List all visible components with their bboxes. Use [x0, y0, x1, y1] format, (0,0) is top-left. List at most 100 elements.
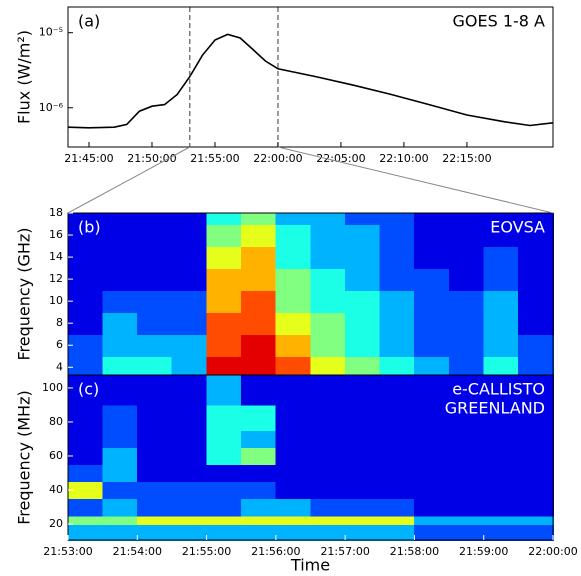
- heatmap-cell: [206, 333, 242, 358]
- heatmap-cell: [344, 404, 381, 432]
- heatmap-cell: [310, 374, 346, 406]
- heatmap-cell: [310, 267, 346, 291]
- heatmap-cell: [171, 374, 208, 406]
- heatmap-cell: [67, 311, 104, 335]
- heatmap-cell: [414, 374, 450, 406]
- heatmap-cell: [310, 311, 346, 335]
- x-tick-label: 21:55:00: [190, 152, 239, 165]
- heatmap-cell: [206, 498, 242, 517]
- heatmap-cell: [379, 498, 416, 517]
- heatmap-cell: [206, 223, 242, 247]
- heatmap-cell: [102, 356, 139, 376]
- heatmap-cell: [310, 356, 346, 376]
- heatmap-cell: [171, 481, 208, 500]
- heatmap-cell: [275, 333, 312, 358]
- heatmap-cell: [448, 333, 485, 358]
- x-tick-label: 21:53:00: [43, 545, 92, 558]
- heatmap-cell: [102, 464, 139, 483]
- heatmap-cell: [137, 481, 173, 500]
- y-tick-label: 12: [49, 272, 63, 285]
- heatmap-cell: [448, 498, 485, 517]
- heatmap-cell: [102, 311, 139, 335]
- heatmap-cell: [448, 481, 485, 500]
- heatmap-cell: [448, 464, 485, 483]
- heatmap-cell: [483, 498, 520, 517]
- heatmap-cell: [102, 212, 139, 225]
- heatmap-cell: [448, 374, 485, 406]
- heatmap-cell: [414, 212, 450, 225]
- panel-annotation: e-CALLISTO: [452, 380, 545, 399]
- heatmap-cell: [344, 374, 381, 406]
- heatmap-cell: [483, 464, 520, 483]
- y-tick-label: 60: [49, 449, 63, 462]
- heatmap-cell: [448, 447, 485, 466]
- heatmap-cell: [379, 245, 416, 269]
- heatmap-cell: [171, 404, 208, 432]
- heatmap-cell: [310, 245, 346, 269]
- heatmap-cell: [379, 333, 416, 358]
- heatmap-cell: [102, 430, 139, 449]
- heatmap-cell: [379, 430, 416, 449]
- heatmap-cell: [171, 356, 208, 376]
- heatmap-cell: [310, 223, 346, 247]
- heatmap-cell: [137, 223, 173, 247]
- heatmap-cell: [102, 374, 139, 406]
- heatmap-cell: [240, 374, 277, 406]
- y-tick-label: 100: [42, 381, 63, 394]
- y-tick-label: 4: [56, 360, 63, 373]
- y-tick-label: 8: [56, 316, 63, 329]
- heatmap-cell: [344, 498, 381, 517]
- heatmap-cell: [137, 289, 173, 313]
- y-tick-label: 6: [56, 338, 63, 351]
- heatmap-cell: [275, 481, 312, 500]
- heatmap-cell: [414, 447, 450, 466]
- heatmap-cell: [206, 515, 242, 525]
- panel-annotation: EOVSA: [490, 218, 545, 237]
- heatmap-cell: [518, 289, 554, 313]
- heatmap-cell: [137, 430, 173, 449]
- heatmap-cell: [448, 267, 485, 291]
- heatmap-cell: [310, 430, 346, 449]
- heatmap-cell: [414, 333, 450, 358]
- plot-frame: [67, 374, 554, 541]
- heatmap-cell: [448, 523, 485, 541]
- heatmap-cell: [206, 374, 242, 406]
- heatmap-cell: [344, 245, 381, 269]
- heatmap-cell: [344, 515, 381, 525]
- heatmap-cell: [206, 447, 242, 466]
- heatmap-cell: [414, 356, 450, 376]
- heatmap-cell: [344, 289, 381, 313]
- heatmap-cell: [414, 464, 450, 483]
- heatmap-cell: [518, 481, 554, 500]
- heatmap-cell: [379, 404, 416, 432]
- heatmap-cell: [310, 523, 346, 541]
- heatmap-cell: [137, 333, 173, 358]
- heatmap-cell: [310, 481, 346, 500]
- heatmap-cell: [67, 374, 104, 406]
- heatmap-cell: [206, 267, 242, 291]
- heatmap-cell: [171, 464, 208, 483]
- heatmap-cell: [171, 267, 208, 291]
- heatmap-cell: [240, 404, 277, 432]
- heatmap-cell: [240, 245, 277, 269]
- y-tick-label: 10⁻⁶: [39, 101, 64, 114]
- heatmap-cell: [379, 223, 416, 247]
- heatmap-cell: [379, 447, 416, 466]
- heatmap-cell: [483, 447, 520, 466]
- heatmap-cell: [137, 374, 173, 406]
- heatmap-cell: [414, 430, 450, 449]
- heatmap-cell: [344, 223, 381, 247]
- heatmap-cell: [240, 289, 277, 313]
- heatmap-cell: [137, 498, 173, 517]
- y-axis-label: Frequency (GHz): [15, 227, 34, 360]
- heatmap-cell: [67, 515, 104, 525]
- heatmap-cell: [240, 481, 277, 500]
- heatmap-cell: [448, 311, 485, 335]
- heatmap-cell: [448, 404, 485, 432]
- heatmap-cell: [414, 267, 450, 291]
- heatmap-cell: [206, 464, 242, 483]
- heatmap-cell: [344, 447, 381, 466]
- heatmap-cell: [275, 464, 312, 483]
- heatmap-cell: [171, 430, 208, 449]
